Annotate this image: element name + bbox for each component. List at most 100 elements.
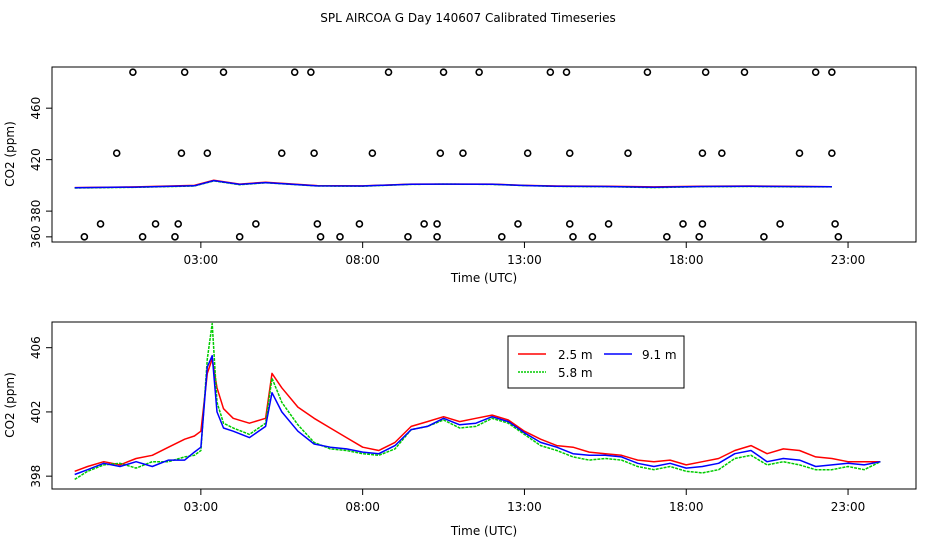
scatter-point — [604, 220, 613, 228]
top-y-tick-label: 460 — [29, 97, 43, 120]
scatter-point — [828, 68, 836, 76]
scatter-point — [795, 149, 804, 158]
top-x-tick-label: 08:00 — [345, 253, 380, 267]
top-x-axis: 03:00 08:00 13:00 18:00 23:00 — [184, 242, 866, 267]
scatter-point — [290, 68, 299, 76]
scatter-point — [203, 149, 212, 158]
top-y-tick-label: 380 — [29, 200, 43, 223]
bottom-panel: 03:00 08:00 13:00 18:00 23:00 398 402 406 Time… — [3, 321, 917, 538]
scatter-point — [497, 233, 506, 241]
scatter-point — [523, 149, 532, 158]
top-y-tick-label: 420 — [29, 148, 43, 171]
bottom-x-tick-label: 03:00 — [184, 500, 219, 514]
bottom-series-line-25 — [74, 358, 881, 473]
scatter-point — [439, 68, 448, 76]
scatter-point — [219, 68, 228, 76]
top-series-line-91 — [74, 179, 832, 189]
scatter-point — [663, 233, 671, 241]
scatter-point — [588, 233, 597, 241]
scatter-point — [679, 220, 687, 228]
scatter-point — [475, 68, 483, 76]
scatter-point — [252, 220, 260, 228]
scatter-point — [834, 233, 843, 241]
scatter-point — [355, 220, 364, 228]
legend: 2.5 m 5.8 m 9.1 m — [507, 335, 685, 389]
scatter-point — [151, 220, 160, 228]
legend-label-9-1m: 9.1 m — [642, 348, 677, 362]
top-x-tick-label: 18:00 — [669, 253, 704, 267]
scatter-point — [643, 68, 652, 76]
top-x-tick-label: 23:00 — [831, 253, 866, 267]
scatter-point — [760, 233, 768, 241]
scatter-point — [112, 149, 121, 158]
top-x-tick-label: 03:00 — [184, 253, 219, 267]
bottom-x-tick-label: 08:00 — [345, 500, 380, 514]
scatter-point — [565, 220, 574, 228]
scatter-point — [565, 149, 574, 158]
bottom-y-axis: 398 402 406 — [29, 336, 52, 488]
scatter-point — [171, 233, 179, 241]
scatter-point — [459, 149, 467, 158]
top-y-axis-title: CO2 (ppm) — [3, 121, 17, 187]
scatter-point — [433, 233, 441, 241]
top-x-axis-title: Time (UTC) — [450, 271, 517, 285]
scatter-point — [811, 68, 820, 76]
bottom-x-tick-label: 23:00 — [831, 500, 866, 514]
scatter-point — [718, 149, 726, 158]
scatter-point — [740, 68, 749, 76]
bottom-y-tick-label: 406 — [29, 336, 43, 359]
scatter-point — [235, 233, 244, 241]
scatter-point — [420, 220, 428, 228]
scatter-point — [368, 149, 377, 158]
scatter-point — [180, 68, 189, 76]
scatter-point — [514, 220, 522, 228]
bottom-series-line-91 — [74, 354, 881, 476]
scatter-point — [695, 233, 703, 241]
scatter-point — [96, 220, 105, 228]
scatter-point — [624, 149, 632, 158]
top-x-tick-label: 13:00 — [507, 253, 542, 267]
scatter-point — [336, 233, 344, 241]
scatter-point — [546, 68, 555, 76]
scatter-point — [177, 149, 186, 158]
top-plot-frame — [51, 66, 917, 243]
bottom-plot-frame — [51, 321, 917, 490]
legend-box — [507, 335, 685, 389]
scatter-point — [701, 68, 710, 76]
scatter-point — [433, 220, 441, 228]
bottom-x-axis: 03:00 08:00 13:00 18:00 23:00 — [184, 489, 866, 514]
scatter-point — [174, 220, 183, 228]
scatter-point — [384, 68, 393, 76]
scatter-point — [313, 220, 322, 228]
scatter-point — [562, 68, 571, 76]
scatter-point — [698, 149, 707, 158]
top-y-axis: 360 380 420 460 — [29, 97, 52, 248]
scatter-point — [310, 149, 318, 158]
top-scatter-points — [80, 68, 843, 241]
scatter-point — [80, 233, 89, 241]
bottom-x-tick-label: 18:00 — [669, 500, 704, 514]
scatter-point — [404, 233, 412, 241]
scatter-point — [138, 233, 147, 241]
bottom-x-axis-title: Time (UTC) — [450, 524, 517, 538]
bottom-y-tick-label: 402 — [29, 400, 43, 423]
legend-label-2-5m: 2.5 m — [558, 348, 593, 362]
top-y-tick-label: 360 — [29, 225, 43, 248]
bottom-y-axis-title: CO2 (ppm) — [3, 372, 17, 438]
top-series-lines — [74, 179, 832, 189]
scatter-point — [316, 233, 325, 241]
chart-title: SPL AIRCOA G Day 140607 Calibrated Times… — [320, 11, 615, 25]
scatter-point — [828, 149, 836, 158]
scatter-point — [776, 220, 784, 228]
bottom-series-lines — [74, 322, 881, 481]
scatter-point — [129, 68, 137, 76]
legend-label-5-8m: 5.8 m — [558, 366, 593, 380]
scatter-point — [277, 149, 286, 158]
scatter-point — [698, 220, 707, 228]
scatter-point — [569, 233, 577, 241]
scatter-point — [436, 149, 445, 158]
scatter-point — [831, 220, 839, 228]
top-panel: 03:00 08:00 13:00 18:00 23:00 360 380 420 460 T… — [3, 66, 917, 285]
bottom-x-tick-label: 13:00 — [507, 500, 542, 514]
